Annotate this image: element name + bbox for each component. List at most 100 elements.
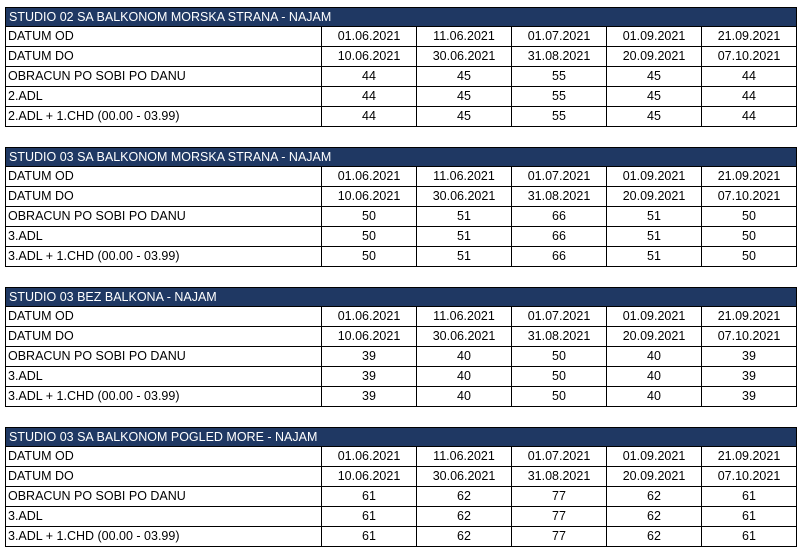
table-cell: 50 [512, 367, 607, 387]
table-cell: 31.08.2021 [512, 467, 607, 487]
table-row-adl: 3.ADL 61 62 77 62 61 [6, 507, 797, 527]
table-cell: 40 [607, 387, 702, 407]
table-cell: 40 [417, 367, 512, 387]
table-cell: 01.09.2021 [607, 27, 702, 47]
section-title: STUDIO 03 BEZ BALKONA - NAJAM [5, 287, 797, 306]
table-cell: 45 [607, 67, 702, 87]
table-cell: 45 [417, 107, 512, 127]
row-label: OBRACUN PO SOBI PO DANU [6, 207, 322, 227]
table-cell: 77 [512, 487, 607, 507]
table-cell: 20.09.2021 [607, 187, 702, 207]
table-cell: 39 [322, 367, 417, 387]
table-cell: 66 [512, 227, 607, 247]
table-cell: 44 [702, 87, 797, 107]
section-title: STUDIO 02 SA BALKONOM MORSKA STRANA - NA… [5, 7, 797, 26]
table-cell: 11.06.2021 [417, 167, 512, 187]
table-cell: 01.07.2021 [512, 167, 607, 187]
table-cell: 07.10.2021 [702, 187, 797, 207]
table-cell: 51 [607, 247, 702, 267]
table-cell: 39 [322, 347, 417, 367]
table-cell: 31.08.2021 [512, 47, 607, 67]
row-label: 3.ADL [6, 507, 322, 527]
table-cell: 44 [322, 107, 417, 127]
table-cell: 21.09.2021 [702, 307, 797, 327]
table-cell: 10.06.2021 [322, 467, 417, 487]
table-cell: 11.06.2021 [417, 447, 512, 467]
table-cell: 30.06.2021 [417, 47, 512, 67]
table-cell: 39 [702, 347, 797, 367]
table-cell: 66 [512, 247, 607, 267]
table-cell: 40 [417, 387, 512, 407]
table-cell: 55 [512, 107, 607, 127]
table-cell: 50 [512, 387, 607, 407]
table-row-adl-chd: 2.ADL + 1.CHD (00.00 - 03.99) 44 45 55 4… [6, 107, 797, 127]
table-cell: 11.06.2021 [417, 27, 512, 47]
table-cell: 62 [417, 507, 512, 527]
table-row-adl: 3.ADL 50 51 66 51 50 [6, 227, 797, 247]
table-cell: 77 [512, 507, 607, 527]
table-cell: 51 [417, 207, 512, 227]
table-cell: 50 [512, 347, 607, 367]
table-cell: 21.09.2021 [702, 447, 797, 467]
table-row-obracun: OBRACUN PO SOBI PO DANU 50 51 66 51 50 [6, 207, 797, 227]
row-label: 2.ADL [6, 87, 322, 107]
table-cell: 40 [607, 367, 702, 387]
price-table: DATUM OD 01.06.2021 11.06.2021 01.07.202… [5, 166, 797, 267]
table-cell: 01.09.2021 [607, 167, 702, 187]
table-cell: 55 [512, 67, 607, 87]
row-label: DATUM OD [6, 307, 322, 327]
table-cell: 01.06.2021 [322, 27, 417, 47]
table-cell: 61 [702, 487, 797, 507]
table-cell: 01.06.2021 [322, 167, 417, 187]
table-cell: 01.09.2021 [607, 447, 702, 467]
table-cell: 10.06.2021 [322, 47, 417, 67]
row-label: 3.ADL + 1.CHD (00.00 - 03.99) [6, 527, 322, 547]
table-row-obracun: OBRACUN PO SOBI PO DANU 39 40 50 40 39 [6, 347, 797, 367]
table-row-datum-do: DATUM DO 10.06.2021 30.06.2021 31.08.202… [6, 467, 797, 487]
row-label: OBRACUN PO SOBI PO DANU [6, 67, 322, 87]
row-label: OBRACUN PO SOBI PO DANU [6, 347, 322, 367]
table-cell: 40 [607, 347, 702, 367]
row-label: 3.ADL + 1.CHD (00.00 - 03.99) [6, 387, 322, 407]
table-row-datum-do: DATUM DO 10.06.2021 30.06.2021 31.08.202… [6, 327, 797, 347]
table-cell: 30.06.2021 [417, 327, 512, 347]
row-label: 2.ADL + 1.CHD (00.00 - 03.99) [6, 107, 322, 127]
table-cell: 62 [607, 527, 702, 547]
table-cell: 50 [322, 247, 417, 267]
price-section-studio-03-pogled-more: STUDIO 03 SA BALKONOM POGLED MORE - NAJA… [5, 427, 797, 547]
table-cell: 01.07.2021 [512, 447, 607, 467]
table-cell: 62 [607, 487, 702, 507]
table-cell: 45 [607, 87, 702, 107]
price-table: DATUM OD 01.06.2021 11.06.2021 01.07.202… [5, 26, 797, 127]
table-cell: 39 [322, 387, 417, 407]
table-row-adl-chd: 3.ADL + 1.CHD (00.00 - 03.99) 50 51 66 5… [6, 247, 797, 267]
table-cell: 50 [702, 247, 797, 267]
table-cell: 01.07.2021 [512, 27, 607, 47]
table-cell: 55 [512, 87, 607, 107]
table-cell: 62 [417, 527, 512, 547]
section-title: STUDIO 03 SA BALKONOM MORSKA STRANA - NA… [5, 147, 797, 166]
section-title: STUDIO 03 SA BALKONOM POGLED MORE - NAJA… [5, 427, 797, 446]
table-row-datum-od: DATUM OD 01.06.2021 11.06.2021 01.07.202… [6, 27, 797, 47]
table-row-datum-od: DATUM OD 01.06.2021 11.06.2021 01.07.202… [6, 447, 797, 467]
price-table: DATUM OD 01.06.2021 11.06.2021 01.07.202… [5, 446, 797, 547]
price-table: DATUM OD 01.06.2021 11.06.2021 01.07.202… [5, 306, 797, 407]
row-label: DATUM DO [6, 187, 322, 207]
table-cell: 20.09.2021 [607, 47, 702, 67]
table-cell: 44 [322, 87, 417, 107]
row-label: 3.ADL + 1.CHD (00.00 - 03.99) [6, 247, 322, 267]
table-cell: 44 [702, 107, 797, 127]
row-label: DATUM OD [6, 167, 322, 187]
row-label: DATUM OD [6, 27, 322, 47]
table-cell: 21.09.2021 [702, 27, 797, 47]
table-row-datum-do: DATUM DO 10.06.2021 30.06.2021 31.08.202… [6, 47, 797, 67]
table-cell: 39 [702, 367, 797, 387]
table-row-datum-do: DATUM DO 10.06.2021 30.06.2021 31.08.202… [6, 187, 797, 207]
row-label: OBRACUN PO SOBI PO DANU [6, 487, 322, 507]
table-cell: 01.06.2021 [322, 307, 417, 327]
table-cell: 51 [607, 227, 702, 247]
row-label: DATUM DO [6, 467, 322, 487]
price-section-studio-03-balkon-morska: STUDIO 03 SA BALKONOM MORSKA STRANA - NA… [5, 147, 797, 267]
table-cell: 61 [322, 507, 417, 527]
table-cell: 45 [417, 87, 512, 107]
